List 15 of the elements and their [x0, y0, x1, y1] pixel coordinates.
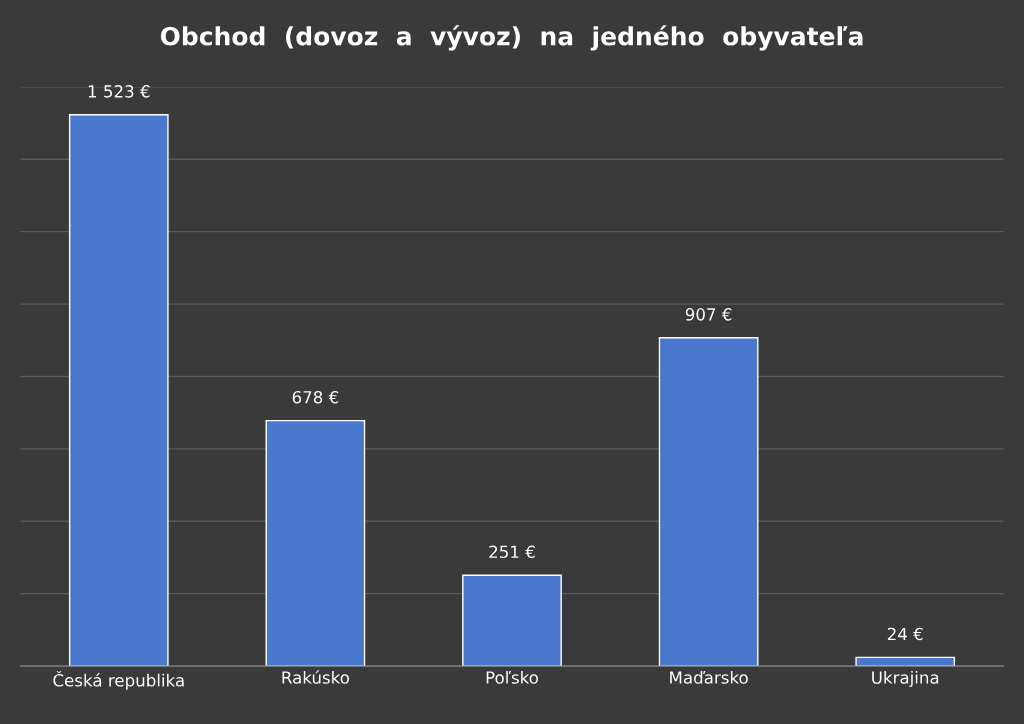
- data-label: 24 €: [887, 627, 923, 641]
- x-tick-label: Poľsko: [486, 670, 538, 684]
- data-label: 251 €: [489, 545, 535, 559]
- bar: [265, 419, 366, 667]
- x-tick-label: Maďarsko: [670, 670, 748, 684]
- data-label: 678 €: [292, 390, 339, 404]
- x-tick-label: Rakúsko: [282, 670, 349, 684]
- bar: [462, 574, 562, 667]
- x-tick-label: Česká republika: [53, 670, 184, 690]
- data-label: 907 €: [685, 308, 732, 321]
- bar: [68, 114, 169, 667]
- chart-title: Obchod (dovoz a vývoz) na jedného obyvateľa: [160, 25, 863, 51]
- bar: [658, 337, 759, 667]
- x-tick-label: Ukrajina: [872, 670, 939, 688]
- data-label: 1 523 €: [88, 85, 150, 98]
